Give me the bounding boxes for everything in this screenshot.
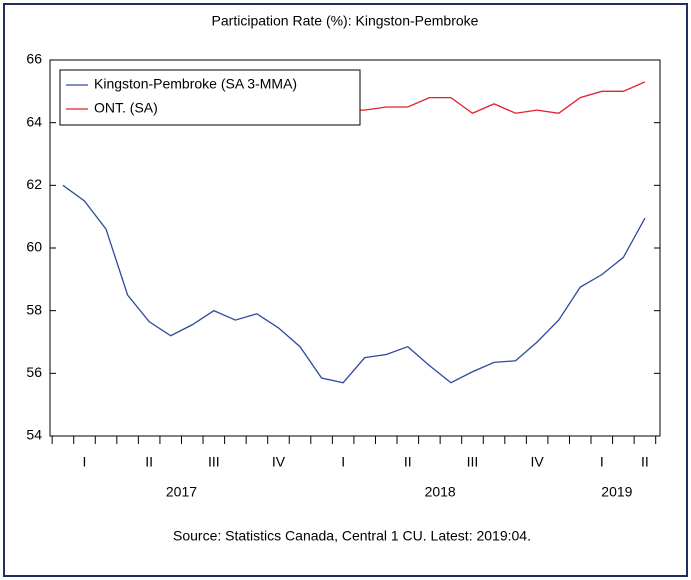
series-line — [62, 184, 646, 384]
x-tick-label: II — [641, 454, 649, 470]
legend-box — [59, 69, 361, 126]
year-label: 2017 — [166, 484, 197, 500]
year-label: 2019 — [601, 484, 632, 500]
y-tick-label: 60 — [26, 239, 42, 255]
x-tick-label: III — [467, 454, 479, 470]
source-note: Source: Statistics Canada, Central 1 CU.… — [173, 528, 531, 544]
x-tick-label: II — [404, 454, 412, 470]
y-tick-label: 66 — [26, 51, 42, 67]
x-tick-label: III — [208, 454, 220, 470]
x-tick-label: I — [83, 454, 87, 470]
legend-label: ONT. (SA) — [94, 100, 158, 116]
y-tick-label: 56 — [26, 364, 42, 380]
x-tick-label: I — [600, 454, 604, 470]
legend-label: Kingston-Pembroke (SA 3-MMA) — [94, 76, 297, 92]
year-label: 2018 — [425, 484, 456, 500]
chart-title: Participation Rate (%): Kingston-Pembrok… — [212, 13, 479, 29]
y-tick-label: 58 — [26, 301, 42, 317]
y-tick-label: 64 — [26, 113, 42, 129]
x-tick-label: IV — [272, 454, 286, 470]
x-tick-label: II — [145, 454, 153, 470]
x-tick-label: I — [341, 454, 345, 470]
x-tick-label: IV — [531, 454, 545, 470]
y-tick-label: 54 — [26, 427, 42, 443]
y-tick-label: 62 — [26, 176, 42, 192]
